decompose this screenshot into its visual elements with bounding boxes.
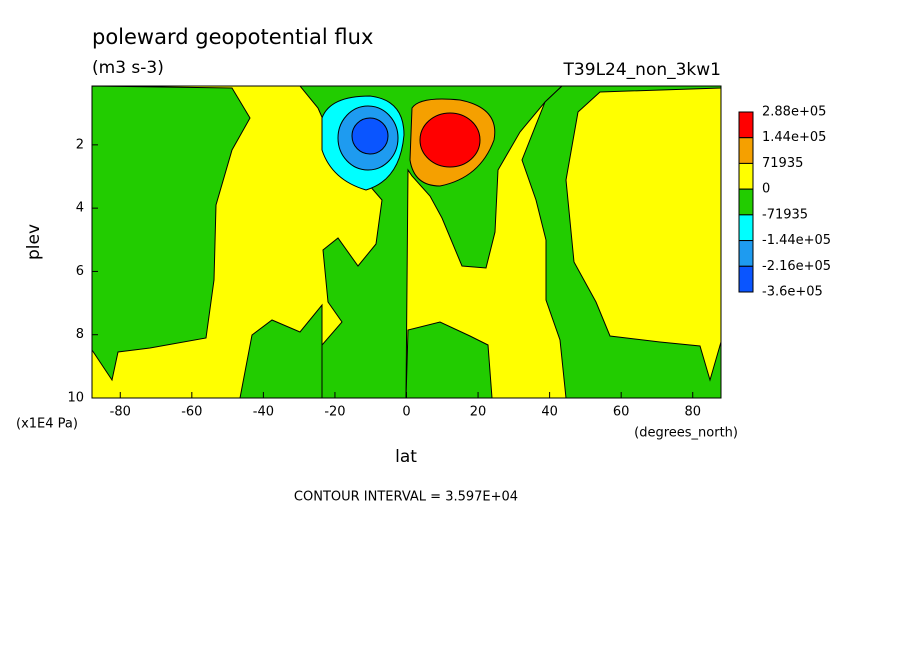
x-tick-label: -60 bbox=[181, 405, 202, 420]
colorbar-label: 0 bbox=[762, 182, 770, 197]
colorbar-box bbox=[738, 265, 754, 293]
colorbar-label: -2.16e+05 bbox=[762, 259, 831, 274]
y-units: (x1E4 Pa) bbox=[16, 417, 78, 432]
y-tick-label: 8 bbox=[76, 327, 84, 342]
x-tick-label: 60 bbox=[613, 405, 630, 420]
region bbox=[405, 321, 493, 398]
x-tick-label: -20 bbox=[324, 405, 345, 420]
colorbar-box bbox=[738, 111, 754, 139]
y-tick-label: 2 bbox=[76, 137, 84, 152]
x-tick-label: -40 bbox=[253, 405, 274, 420]
x-tick-label: 20 bbox=[470, 405, 487, 420]
y-axis-label: plev bbox=[24, 224, 44, 260]
colorbar-box bbox=[738, 188, 754, 216]
colorbar-label: 71935 bbox=[762, 156, 803, 171]
colorbar-label: 1.44e+05 bbox=[762, 130, 826, 145]
y-tick-label: 6 bbox=[76, 264, 84, 279]
region bbox=[239, 303, 323, 398]
colorbar-label: -3.6e+05 bbox=[762, 285, 823, 300]
colorbar-box bbox=[738, 240, 754, 267]
region bbox=[521, 86, 721, 398]
dataset-label: T39L24_non_3kw1 bbox=[563, 60, 721, 80]
region bbox=[92, 86, 251, 382]
region bbox=[419, 112, 481, 168]
colorbar-box bbox=[738, 214, 754, 242]
region bbox=[351, 117, 389, 155]
x-tick-label: 0 bbox=[402, 405, 410, 420]
note: CONTOUR INTERVAL = 3.597E+04 bbox=[294, 490, 518, 505]
units: (m3 s-3) bbox=[92, 58, 164, 78]
colorbar-box bbox=[738, 137, 754, 164]
y-tick-label: 4 bbox=[76, 201, 84, 216]
x-tick-label: 80 bbox=[684, 405, 701, 420]
x-axis-label: lat bbox=[395, 447, 417, 467]
x-units: (degrees_north) bbox=[634, 426, 738, 441]
colorbar-label: -1.44e+05 bbox=[762, 233, 831, 248]
field bbox=[92, 86, 721, 398]
colorbar-box bbox=[738, 162, 754, 190]
colorbar-label: -71935 bbox=[762, 207, 808, 222]
y-tick-label: 10 bbox=[67, 391, 84, 406]
colorbar-label: 2.88e+05 bbox=[762, 105, 826, 120]
chart-title: poleward geopotential flux bbox=[92, 25, 373, 49]
x-tick-label: 40 bbox=[541, 405, 558, 420]
x-tick-label: -80 bbox=[110, 405, 131, 420]
